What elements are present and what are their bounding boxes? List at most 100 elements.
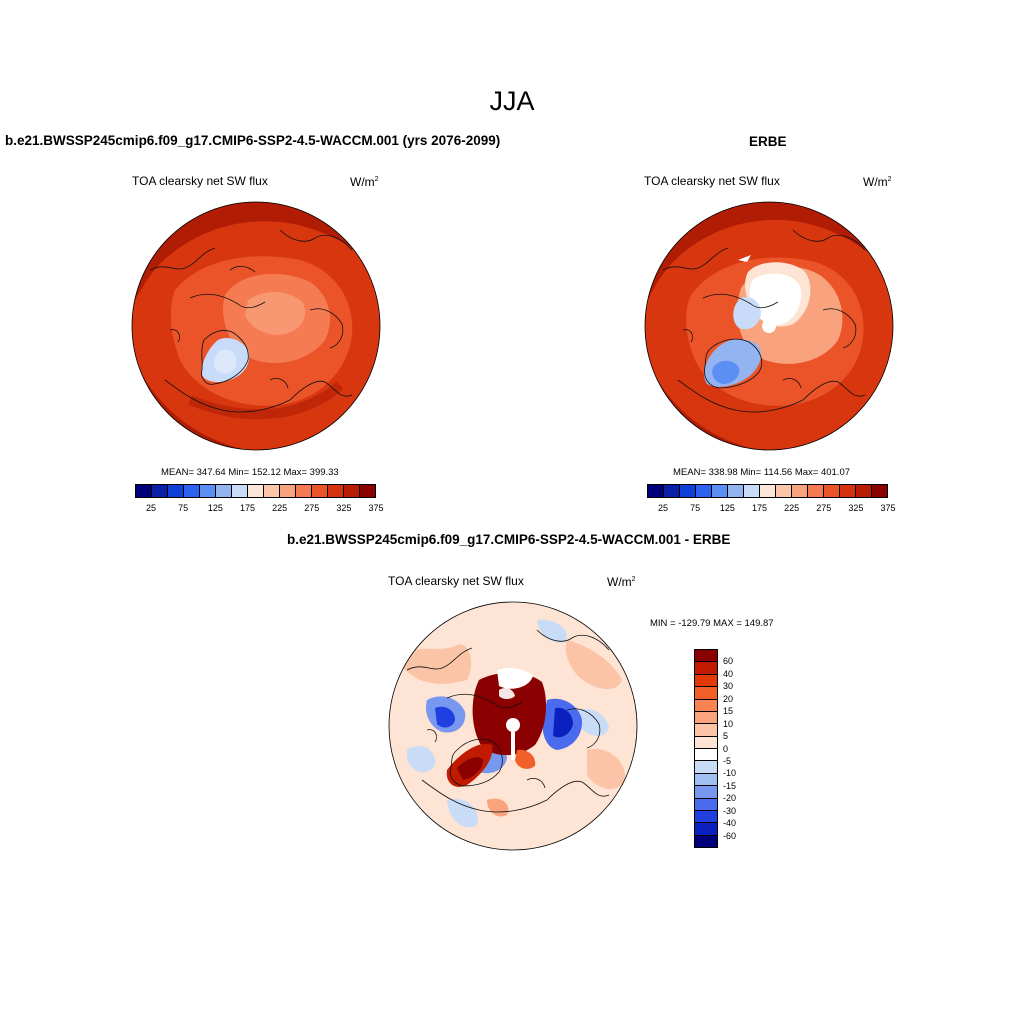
difference-colorbar-swatch [695,798,717,811]
model-colorbar-swatch [232,485,248,497]
model-variable-label: TOA clearsky net SW flux [132,174,268,188]
model-colorbar: 25 75 125 175 225 275 325 375 [135,484,384,515]
difference-colorbar-swatch [695,687,717,700]
obs-colorbar-tick-label: 25 [658,503,669,513]
difference-colorbar-swatch [695,761,717,774]
model-colorbar-swatch [168,485,184,497]
difference-stats: MIN = -129.79 MAX = 149.87 [650,618,774,629]
difference-colorbar-swatch [695,823,717,836]
difference-colorbar-tick-label: 40 [723,668,734,679]
difference-units: W/m2 [607,575,636,589]
model-colorbar-swatch [312,485,328,497]
model-colorbar-swatch [136,485,152,497]
obs-colorbar-swatch [872,485,887,497]
obs-colorbar-swatch [696,485,712,497]
model-colorbar-swatch [216,485,232,497]
obs-colorbar-swatch [680,485,696,497]
model-colorbar-tick-label: 375 [368,503,384,513]
obs-colorbar-swatch [712,485,728,497]
model-colorbar-swatch [248,485,264,497]
difference-colorbar-swatch [695,736,717,749]
difference-colorbar [694,649,718,848]
model-panel-title: b.e21.BWSSP245cmip6.f09_g17.CMIP6-SSP2-4… [5,133,501,148]
model-colorbar-swatch [328,485,344,497]
obs-colorbar-swatch [664,485,680,497]
obs-colorbar: 25 75 125 175 225 275 325 375 [647,484,896,515]
model-polar-map [131,201,381,451]
difference-colorbar-tick-label: 60 [723,656,734,667]
model-colorbar-tick-label: 275 [304,503,320,513]
difference-colorbar-swatch [695,711,717,725]
model-colorbar-ticks: 25 75 125 175 225 275 325 375 [135,503,383,515]
difference-colorbar-tick-label: -10 [723,768,737,779]
model-colorbar-tick-label: 325 [336,503,352,513]
obs-colorbar-swatch [824,485,840,497]
difference-colorbar-swatch [695,699,717,712]
difference-polar-map [388,601,638,851]
difference-colorbar-tick-label: -40 [723,818,737,829]
obs-colorbar-swatch [744,485,760,497]
model-colorbar-swatch [152,485,168,497]
difference-colorbar-tick-label: -20 [723,793,737,804]
difference-colorbar-swatch [695,650,717,663]
model-colorbar-tick-label: 25 [146,503,157,513]
difference-colorbar-swatch [695,749,717,762]
model-colorbar-swatch [280,485,296,497]
obs-colorbar-tick-label: 225 [784,503,800,513]
model-colorbar-swatch [360,485,375,497]
difference-colorbar-tick-label: 10 [723,718,734,729]
model-colorbar-swatch [296,485,312,497]
difference-colorbar-tick-label: -60 [723,830,737,841]
difference-colorbar-swatch [695,724,717,737]
difference-colorbar-tick-label: 20 [723,693,734,704]
model-colorbar-tick-label: 125 [207,503,223,513]
obs-colorbar-swatch [776,485,792,497]
obs-variable-label: TOA clearsky net SW flux [644,174,780,188]
obs-colorbar-swatch [760,485,776,497]
obs-panel-title: ERBE [749,134,787,149]
season-title: JJA [489,86,535,116]
obs-colorbar-swatch [792,485,808,497]
obs-colorbar-swatch [856,485,872,497]
difference-panel-title: b.e21.BWSSP245cmip6.f09_g17.CMIP6-SSP2-4… [287,532,731,547]
model-colorbar-swatch [200,485,216,497]
difference-colorbar-swatch [695,835,717,847]
difference-colorbar-tick-label: 15 [723,706,734,717]
model-colorbar-swatch [344,485,360,497]
difference-colorbar-tick-label: -5 [723,755,732,766]
model-colorbar-tick-label: 225 [272,503,288,513]
model-colorbar-tick-label: 75 [178,503,189,513]
difference-colorbar-ticks: 60 40 30 20 15 10 5 0 -5 -10 -15 -20 -30 -40 -60 [723,649,763,848]
obs-colorbar-swatch [808,485,824,497]
difference-colorbar-swatch [695,662,717,675]
model-colorbar-swatch [264,485,280,497]
difference-colorbar-tick-label: 5 [723,731,729,742]
difference-colorbar-tick-label: 0 [723,743,729,754]
obs-colorbar-ticks: 25 75 125 175 225 275 325 375 [647,503,895,515]
difference-colorbar-tick-label: -15 [723,780,737,791]
obs-colorbar-tick-label: 375 [880,503,896,513]
obs-units: W/m2 [863,175,892,189]
difference-colorbar-tick-label: -30 [723,805,737,816]
obs-colorbar-tick-label: 75 [690,503,701,513]
obs-polar-map [644,201,894,451]
difference-colorbar-swatch [695,786,717,799]
difference-variable-label: TOA clearsky net SW flux [388,574,524,588]
difference-colorbar-swatch [695,773,717,787]
difference-colorbar-swatch [695,810,717,824]
model-colorbar-swatch [184,485,200,497]
obs-stats: MEAN= 338.98 Min= 114.56 Max= 401.07 [673,467,851,478]
difference-colorbar-swatch [695,674,717,688]
difference-colorbar-swatches [694,649,718,848]
obs-colorbar-tick-label: 275 [816,503,832,513]
obs-colorbar-tick-label: 325 [848,503,864,513]
obs-colorbar-swatches [647,484,888,498]
difference-colorbar-tick-label: 30 [723,681,734,692]
obs-colorbar-tick-label: 175 [751,503,767,513]
model-stats: MEAN= 347.64 Min= 152.12 Max= 399.33 [161,467,339,478]
obs-colorbar-tick-label: 125 [719,503,735,513]
obs-colorbar-swatch [840,485,856,497]
model-units: W/m2 [350,175,379,189]
model-colorbar-swatches [135,484,376,498]
obs-colorbar-swatch [648,485,664,497]
